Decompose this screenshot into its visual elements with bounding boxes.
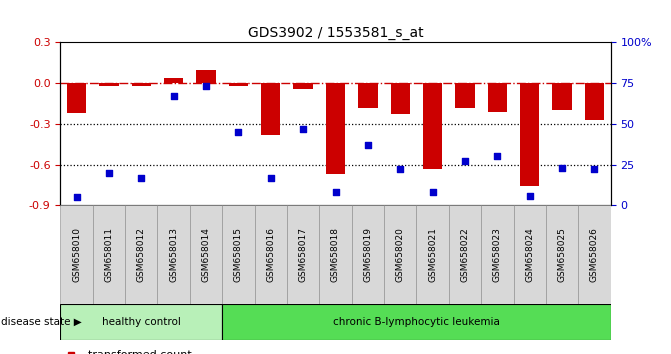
Bar [60, 205, 93, 304]
Text: GSM658010: GSM658010 [72, 227, 81, 282]
Text: disease state ▶: disease state ▶ [1, 317, 82, 327]
Bar [481, 205, 513, 304]
Bar [488, 83, 507, 112]
Bar [99, 83, 119, 86]
Title: GDS3902 / 1553581_s_at: GDS3902 / 1553581_s_at [248, 26, 423, 40]
Bar [552, 83, 572, 110]
Bar [319, 205, 352, 304]
Text: GSM658018: GSM658018 [331, 227, 340, 282]
Text: GSM658026: GSM658026 [590, 227, 599, 282]
Text: chronic B-lymphocytic leukemia: chronic B-lymphocytic leukemia [333, 317, 500, 327]
Bar [449, 205, 481, 304]
Point [136, 175, 147, 181]
Text: GSM658015: GSM658015 [234, 227, 243, 282]
Point [460, 159, 470, 164]
Bar [417, 205, 449, 304]
Text: GSM658020: GSM658020 [396, 227, 405, 282]
Bar [423, 83, 442, 169]
Bar [197, 70, 216, 83]
Text: GSM658019: GSM658019 [364, 227, 372, 282]
Text: GSM658013: GSM658013 [169, 227, 178, 282]
Bar [287, 205, 319, 304]
Text: GSM658022: GSM658022 [460, 228, 470, 282]
Bar [391, 83, 410, 114]
Point [168, 93, 179, 99]
Bar [520, 83, 539, 186]
Bar [222, 304, 611, 340]
Text: GSM658025: GSM658025 [558, 227, 566, 282]
Bar [164, 78, 183, 83]
Bar [513, 205, 546, 304]
Point [103, 170, 114, 176]
Point [71, 194, 82, 200]
Bar [254, 205, 287, 304]
Bar [352, 205, 384, 304]
Point [395, 167, 405, 172]
Text: GSM658011: GSM658011 [105, 227, 113, 282]
Bar [222, 205, 254, 304]
Text: GSM658017: GSM658017 [299, 227, 307, 282]
Point [330, 189, 341, 195]
Bar [546, 205, 578, 304]
Bar [132, 83, 151, 86]
Bar [125, 205, 158, 304]
Bar [358, 83, 378, 108]
Text: transformed count: transformed count [88, 350, 192, 354]
Text: GSM658016: GSM658016 [266, 227, 275, 282]
Bar [384, 205, 417, 304]
Text: GSM658012: GSM658012 [137, 227, 146, 282]
Point [362, 142, 373, 148]
Bar [578, 205, 611, 304]
Point [589, 167, 600, 172]
Point [266, 175, 276, 181]
Point [233, 129, 244, 135]
Bar [67, 83, 87, 113]
Point [524, 193, 535, 198]
Bar [293, 83, 313, 88]
Bar [60, 304, 222, 340]
Text: GSM658021: GSM658021 [428, 227, 437, 282]
Point [492, 154, 503, 159]
Bar [93, 205, 125, 304]
Text: GSM658023: GSM658023 [493, 227, 502, 282]
Bar [455, 83, 474, 108]
Bar [326, 83, 345, 174]
Point [201, 84, 211, 89]
Bar [190, 205, 222, 304]
Text: healthy control: healthy control [102, 317, 180, 327]
Bar [584, 83, 604, 120]
Text: GSM658014: GSM658014 [201, 227, 211, 282]
Point [427, 189, 438, 195]
Bar [261, 83, 280, 135]
Text: GSM658024: GSM658024 [525, 228, 534, 282]
Point [557, 165, 568, 171]
Point [298, 126, 309, 132]
Bar [229, 83, 248, 86]
Bar [158, 205, 190, 304]
